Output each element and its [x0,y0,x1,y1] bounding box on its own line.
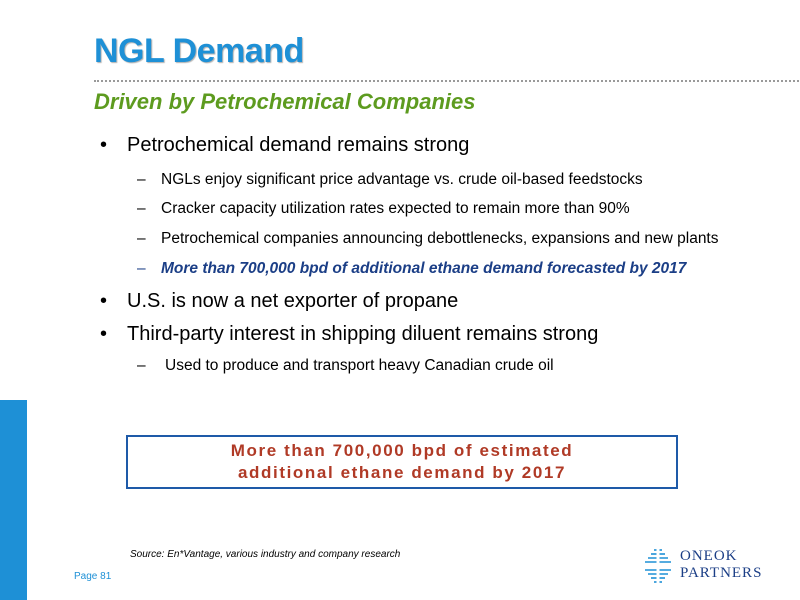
sub-bullet-item-highlighted: – More than 700,000 bpd of additional eth… [137,260,686,278]
callout-box: More than 700,000 bpd of estimated addit… [126,435,678,489]
bullet-text: Petrochemical demand remains strong [127,134,470,156]
callout-line-2: additional ethane demand by 2017 [238,463,566,482]
dash-marker: – [137,200,146,217]
slide-subtitle: Driven by Petrochemical Companies [94,89,476,114]
bullet-item: • U.S. is now a net exporter of propane [100,290,458,313]
bullet-marker: • [100,290,108,312]
oneok-diamond-logo-icon [640,546,676,586]
bullet-text: U.S. is now a net exporter of propane [127,290,459,312]
sub-bullet-text: Used to produce and transport heavy Cana… [165,357,554,374]
sub-bullet-text: Cracker capacity utilization rates expec… [161,200,630,217]
sub-bullet-text: Petrochemical companies announcing debot… [161,230,719,247]
dash-marker: – [137,260,146,277]
sub-bullet-item: – NGLs enjoy significant price advantage … [137,171,643,189]
bullet-marker: • [100,134,108,156]
logo-text-oneok: ONEOK [680,548,738,564]
dash-marker: – [137,171,146,188]
dash-marker: – [137,230,146,247]
callout-line-1: More than 700,000 bpd of estimated [230,441,574,460]
bullet-item: • Third-party interest in shipping diluen… [100,323,598,346]
bullet-item: • Petrochemical demand remains strong [100,134,469,157]
sub-bullet-item: – Petrochemical companies announcing debo… [137,230,719,248]
sub-bullet-text: More than 700,000 bpd of additional etha… [161,260,687,277]
sub-bullet-item: – Used to produce and transport heavy Can… [137,357,554,375]
page-number: Page 81 [74,571,112,582]
side-accent-bar [0,400,27,600]
company-logo: ONEOK PARTNERS [640,546,790,586]
source-note: Source: En*Vantage, various industry and… [130,549,401,560]
title-divider [94,80,799,82]
bullet-text: Third-party interest in shipping diluent… [127,323,599,345]
bullet-marker: • [100,323,108,345]
sub-bullet-text: NGLs enjoy significant price advantage v… [161,171,643,188]
sub-bullet-item: – Cracker capacity utilization rates expe… [137,200,630,218]
logo-text-partners: PARTNERS [680,565,763,581]
dash-marker: – [137,357,146,374]
slide-title: NGL Demand [94,32,304,70]
